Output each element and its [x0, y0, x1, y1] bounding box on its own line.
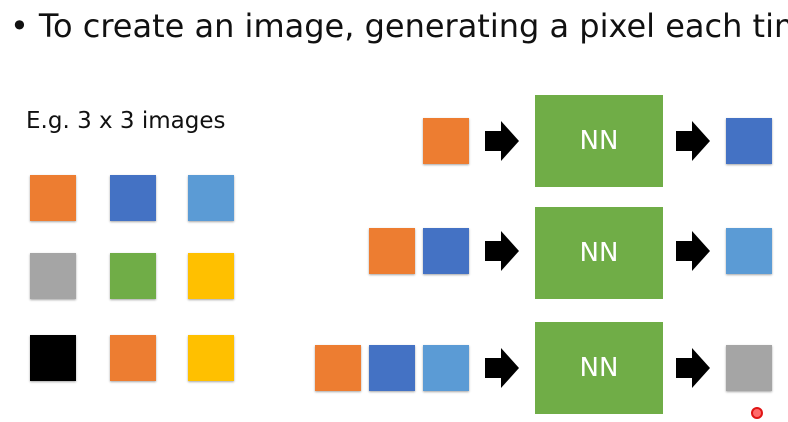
bullet-symbol: • — [10, 7, 29, 45]
cursor-dot-icon — [751, 407, 763, 419]
input-pixel-light-blue — [423, 345, 469, 391]
input-pixel-orange — [369, 228, 415, 274]
right-arrow-icon — [485, 231, 519, 271]
right-arrow-icon — [676, 231, 710, 271]
grid-pixel-black — [30, 335, 76, 381]
input-pixel-blue — [369, 345, 415, 391]
right-arrow-icon — [676, 121, 710, 161]
right-arrow-icon — [676, 348, 710, 388]
grid-pixel-orange — [110, 335, 156, 381]
output-pixel-blue — [726, 118, 772, 164]
bullet-point: • To create an image, generating a pixel … — [10, 6, 788, 46]
output-pixel-gray — [726, 345, 772, 391]
input-pixel-blue — [423, 228, 469, 274]
neural-network-box: NN — [535, 95, 663, 187]
neural-network-box: NN — [535, 207, 663, 299]
neural-network-box: NN — [535, 322, 663, 414]
grid-pixel-yellow — [188, 335, 234, 381]
grid-pixel-light-blue — [188, 175, 234, 221]
bullet-text: To create an image, generating a pixel e… — [38, 7, 788, 45]
example-label: E.g. 3 x 3 images — [26, 108, 226, 134]
grid-pixel-orange — [30, 175, 76, 221]
right-arrow-icon — [485, 348, 519, 388]
right-arrow-icon — [485, 121, 519, 161]
grid-pixel-yellow — [188, 253, 234, 299]
grid-pixel-green — [110, 253, 156, 299]
input-pixel-orange — [315, 345, 361, 391]
output-pixel-light-blue — [726, 228, 772, 274]
grid-pixel-blue — [110, 175, 156, 221]
input-pixel-orange — [423, 118, 469, 164]
grid-pixel-gray — [30, 253, 76, 299]
